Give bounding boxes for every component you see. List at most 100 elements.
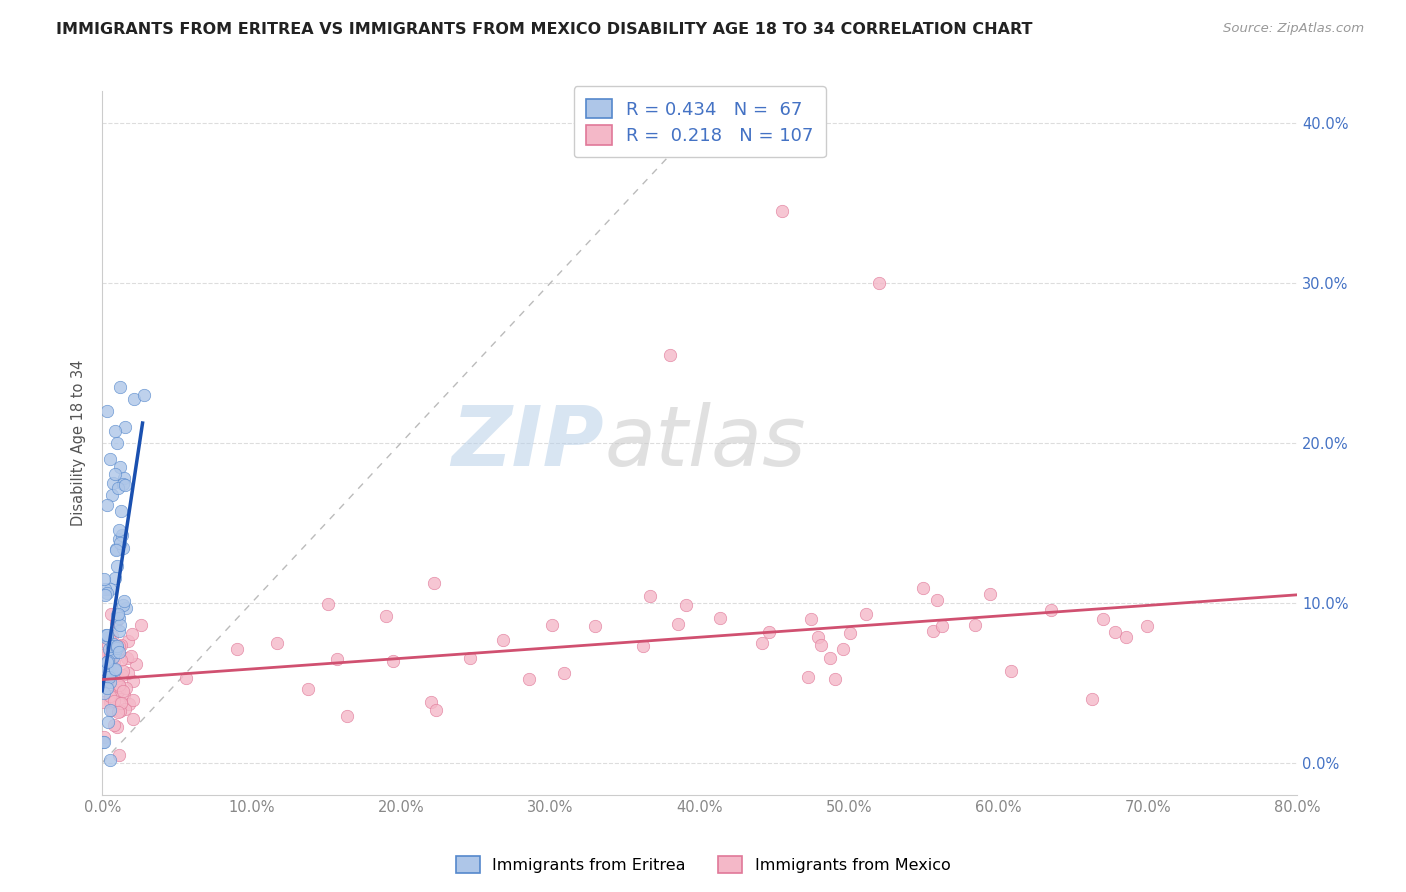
Point <box>336 709 359 723</box>
Point <box>117 698 139 712</box>
Point <box>108 459 131 474</box>
Point <box>868 276 890 290</box>
Point <box>134 388 156 402</box>
Point <box>108 611 131 625</box>
Point <box>93 648 115 662</box>
Legend: R = 0.434   N =  67, R =  0.218   N = 107: R = 0.434 N = 67, R = 0.218 N = 107 <box>574 86 825 157</box>
Point <box>105 615 128 630</box>
Point <box>541 618 564 632</box>
Point <box>855 607 877 621</box>
Point <box>93 730 115 744</box>
Point <box>107 671 129 685</box>
Text: ZIP: ZIP <box>451 402 605 483</box>
Point <box>103 655 125 669</box>
Point <box>98 633 121 648</box>
Point <box>121 627 143 641</box>
Point <box>96 499 118 513</box>
Point <box>110 638 132 652</box>
Point <box>839 626 862 640</box>
Point <box>797 670 820 684</box>
Point <box>107 607 129 621</box>
Point <box>108 680 131 694</box>
Point <box>97 654 120 668</box>
Point <box>174 671 197 685</box>
Point <box>517 672 540 686</box>
Point <box>640 589 662 603</box>
Point <box>107 720 129 734</box>
Point <box>111 528 134 542</box>
Point <box>111 599 134 613</box>
Point <box>1000 664 1022 678</box>
Point <box>105 436 128 450</box>
Point <box>101 640 124 654</box>
Point <box>104 662 127 676</box>
Point <box>108 645 131 659</box>
Point <box>316 597 339 611</box>
Text: atlas: atlas <box>605 402 806 483</box>
Point <box>105 685 128 699</box>
Point <box>425 704 447 718</box>
Point <box>110 696 132 710</box>
Point <box>326 651 349 665</box>
Point <box>105 640 128 655</box>
Point <box>96 675 118 690</box>
Point <box>758 624 780 639</box>
Point <box>93 685 115 699</box>
Point <box>97 638 120 652</box>
Point <box>107 482 129 496</box>
Point <box>96 404 118 418</box>
Point <box>103 694 125 708</box>
Point <box>460 651 482 665</box>
Point <box>129 618 152 632</box>
Point <box>93 735 115 749</box>
Point <box>111 541 134 555</box>
Point <box>98 451 121 466</box>
Point <box>93 695 115 709</box>
Point <box>108 696 131 710</box>
Point <box>97 642 120 657</box>
Point <box>103 640 125 655</box>
Point <box>108 639 131 653</box>
Point <box>97 715 120 730</box>
Point <box>114 702 136 716</box>
Point <box>101 637 124 651</box>
Point <box>631 639 654 653</box>
Point <box>98 665 121 679</box>
Point <box>96 660 118 674</box>
Point <box>807 630 830 644</box>
Point <box>104 541 127 556</box>
Point <box>419 695 441 709</box>
Point <box>1081 691 1104 706</box>
Point <box>911 581 934 595</box>
Point <box>107 705 129 719</box>
Point <box>98 689 121 703</box>
Point <box>96 648 118 662</box>
Point <box>91 735 114 749</box>
Point <box>104 663 127 677</box>
Point <box>101 475 124 490</box>
Point <box>492 633 515 648</box>
Point <box>583 619 606 633</box>
Point <box>98 582 121 597</box>
Point <box>96 663 118 677</box>
Point <box>98 752 121 766</box>
Point <box>1115 631 1137 645</box>
Point <box>751 636 773 650</box>
Point <box>115 650 138 665</box>
Point <box>114 471 136 485</box>
Point <box>122 673 145 688</box>
Point <box>810 638 832 652</box>
Point <box>96 632 118 646</box>
Point <box>297 682 319 697</box>
Point <box>121 713 143 727</box>
Point <box>120 649 142 664</box>
Y-axis label: Disability Age 18 to 34: Disability Age 18 to 34 <box>72 359 86 526</box>
Point <box>110 653 132 667</box>
Point <box>98 674 121 689</box>
Point <box>97 670 120 684</box>
Point <box>100 607 122 621</box>
Point <box>110 503 132 517</box>
Point <box>97 667 120 681</box>
Legend: Immigrants from Eritrea, Immigrants from Mexico: Immigrants from Eritrea, Immigrants from… <box>450 849 956 880</box>
Point <box>98 703 121 717</box>
